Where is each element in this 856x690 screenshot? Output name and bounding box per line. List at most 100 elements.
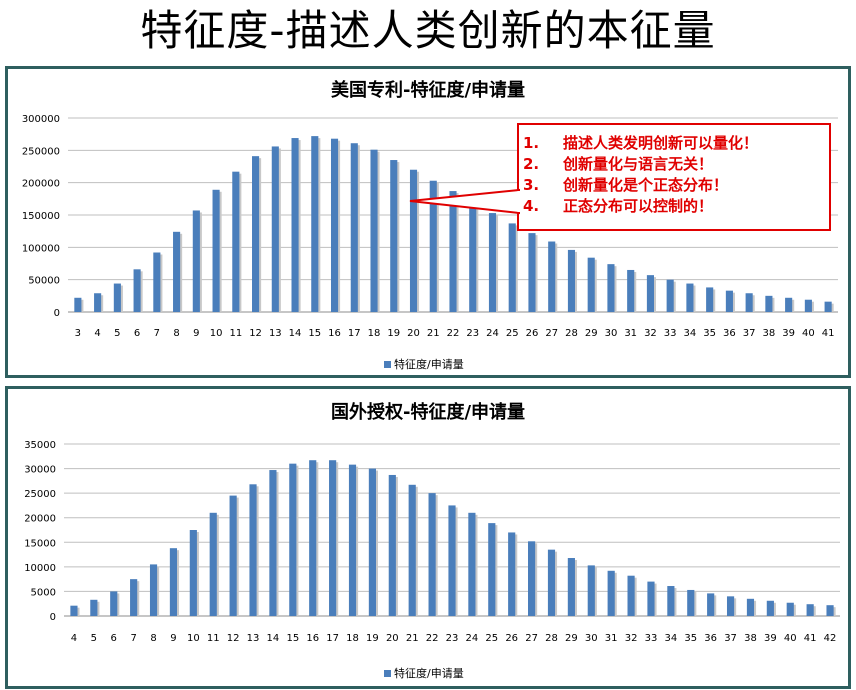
- x-tick-label: 40: [784, 633, 797, 644]
- bar: [568, 250, 575, 312]
- x-tick-label: 27: [545, 328, 558, 339]
- callout-item-text: 创新量化是个正态分布！: [559, 175, 829, 196]
- x-tick-label: 33: [664, 328, 677, 339]
- x-tick-label: 18: [346, 633, 359, 644]
- x-tick-label: 36: [723, 328, 736, 339]
- callout-item-number: 4.: [519, 196, 559, 217]
- bar: [667, 280, 674, 312]
- x-tick-label: 28: [565, 328, 578, 339]
- bar: [252, 156, 259, 312]
- bar: [528, 541, 535, 616]
- legend-label: 特征度/申请量: [394, 357, 464, 371]
- callout-item-2: 2. 创新量化与语言无关！: [519, 154, 829, 175]
- bar: [468, 513, 475, 616]
- bar: [351, 143, 358, 312]
- bar: [390, 160, 397, 312]
- x-tick-label: 38: [763, 328, 776, 339]
- x-tick-label: 16: [306, 633, 319, 644]
- bar: [767, 601, 774, 616]
- bar: [309, 460, 316, 616]
- bar: [134, 269, 141, 312]
- y-tick-label: 20000: [24, 514, 56, 525]
- x-tick-label: 22: [426, 633, 439, 644]
- bar: [289, 464, 296, 616]
- x-tick-label: 10: [210, 328, 223, 339]
- y-tick-label: 10000: [24, 563, 56, 574]
- bar: [707, 593, 714, 616]
- x-tick-label: 24: [486, 328, 499, 339]
- x-tick-label: 26: [526, 328, 539, 339]
- x-tick-label: 25: [485, 633, 498, 644]
- y-tick-label: 100000: [22, 243, 60, 254]
- bar: [608, 571, 615, 616]
- bar: [509, 223, 516, 312]
- bar: [448, 505, 455, 616]
- x-tick-label: 36: [704, 633, 717, 644]
- bar: [430, 181, 437, 312]
- bar: [429, 493, 436, 616]
- bar: [568, 558, 575, 616]
- bar: [269, 470, 276, 616]
- x-tick-label: 10: [187, 633, 200, 644]
- x-tick-label: 34: [684, 328, 697, 339]
- bar: [114, 284, 121, 312]
- x-tick-label: 4: [71, 633, 77, 644]
- callout-item-4: 4. 正态分布可以控制的！: [519, 196, 829, 217]
- x-tick-label: 42: [824, 633, 837, 644]
- x-tick-label: 33: [645, 633, 658, 644]
- x-tick-label: 4: [94, 328, 100, 339]
- bar: [153, 253, 160, 312]
- x-tick-label: 12: [249, 328, 262, 339]
- y-tick-label: 35000: [24, 440, 56, 451]
- x-tick-label: 39: [764, 633, 777, 644]
- callout-box: 1. 描述人类发明创新可以量化！ 2. 创新量化与语言无关！ 3. 创新量化是个…: [517, 123, 831, 231]
- bar: [825, 302, 832, 312]
- x-tick-label: 26: [505, 633, 518, 644]
- y-tick-label: 150000: [22, 211, 60, 222]
- bar: [548, 550, 555, 616]
- x-tick-label: 22: [447, 328, 460, 339]
- bar: [370, 150, 377, 312]
- y-tick-label: 0: [54, 308, 60, 319]
- bar: [805, 300, 812, 312]
- bar: [469, 202, 476, 312]
- x-tick-label: 3: [75, 328, 81, 339]
- x-tick-label: 8: [173, 328, 179, 339]
- x-tick-label: 23: [466, 328, 479, 339]
- x-tick-label: 15: [308, 328, 321, 339]
- bar: [349, 465, 356, 616]
- x-tick-label: 5: [91, 633, 97, 644]
- bar: [647, 582, 654, 616]
- x-tick-label: 7: [130, 633, 136, 644]
- x-tick-label: 31: [605, 633, 618, 644]
- x-tick-label: 40: [802, 328, 815, 339]
- x-tick-label: 28: [545, 633, 558, 644]
- x-tick-label: 32: [625, 633, 638, 644]
- x-tick-label: 13: [247, 633, 260, 644]
- chart-title: 国外授权-特征度/申请量: [331, 401, 525, 423]
- bar: [746, 293, 753, 312]
- x-tick-label: 19: [387, 328, 400, 339]
- foreign-grant-chart: 国外授权-特征度/申请量0500010000150002000025000300…: [8, 389, 848, 686]
- bar: [90, 600, 97, 616]
- bar: [449, 191, 456, 312]
- bar: [291, 138, 298, 312]
- x-tick-label: 27: [525, 633, 538, 644]
- x-tick-label: 6: [111, 633, 117, 644]
- x-tick-label: 17: [348, 328, 361, 339]
- slide-title: 特征度-描述人类创新的本征量: [0, 0, 856, 62]
- bar: [686, 284, 693, 312]
- bar: [70, 606, 77, 616]
- x-tick-label: 38: [744, 633, 757, 644]
- bar: [249, 484, 256, 616]
- y-tick-label: 200000: [22, 179, 60, 190]
- bar: [230, 496, 237, 616]
- bar: [369, 469, 376, 616]
- bar: [74, 298, 81, 312]
- bar: [727, 596, 734, 616]
- callout-item-number: 2.: [519, 154, 559, 175]
- x-tick-label: 29: [565, 633, 578, 644]
- x-tick-label: 14: [267, 633, 280, 644]
- bar: [94, 293, 101, 312]
- x-tick-label: 19: [366, 633, 379, 644]
